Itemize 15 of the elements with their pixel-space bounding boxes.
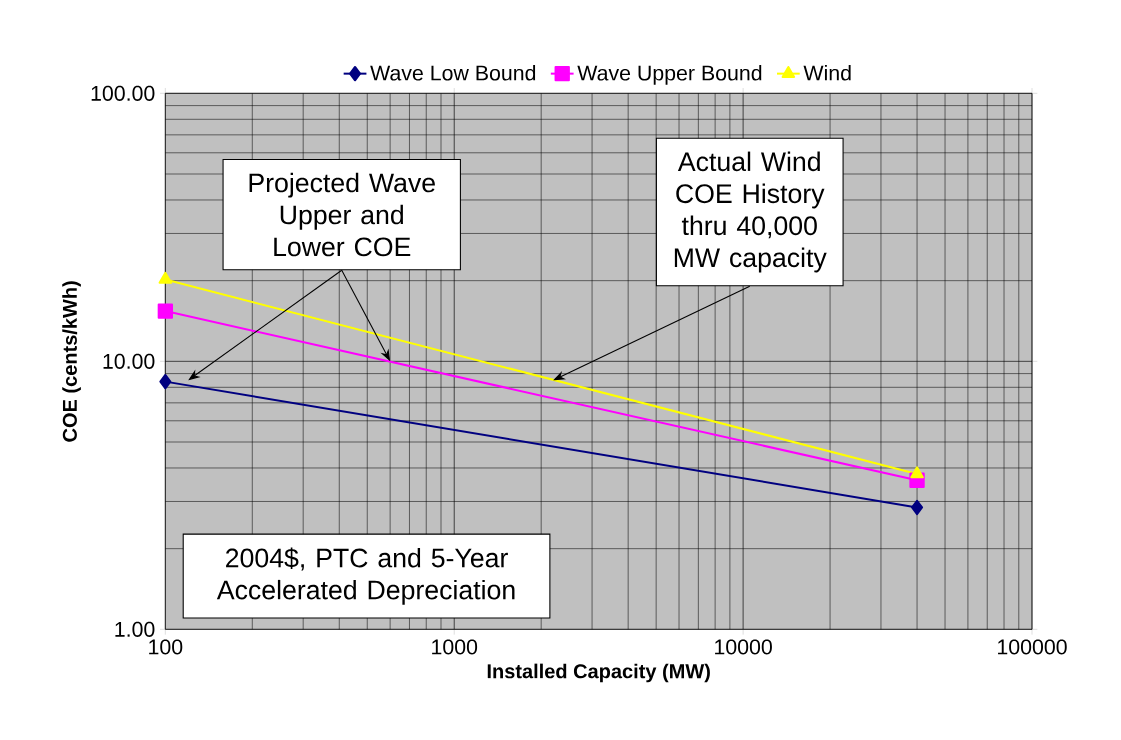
y-tick-label: 1.00	[115, 621, 155, 637]
x-tick-label: 1000	[432, 639, 478, 655]
x-tick-label: 100000	[998, 639, 1067, 655]
legend-label: Wave Low Bound	[370, 64, 536, 81]
x-tick-label: 100	[149, 639, 183, 655]
annotation: 2004$, PTC and 5-Year Accelerated Depreciation	[216, 547, 515, 605]
x-tick-label: 10000	[715, 639, 772, 655]
y-axis-title: COE (cents/kWh)	[62, 281, 81, 442]
y-tick-label: 10.00	[103, 353, 155, 369]
annotation: Actual Wind COE History thru 40,000 MW capacity	[674, 151, 827, 273]
legend-label: Wind	[803, 64, 851, 81]
legend-label: Wave Upper Bound	[577, 64, 762, 85]
annotation: Projected Wave Upper and Lower COE	[249, 172, 435, 257]
y-tick-label: 100.00	[91, 85, 155, 101]
x-axis-title: Installed Capacity (MW)	[487, 663, 710, 683]
